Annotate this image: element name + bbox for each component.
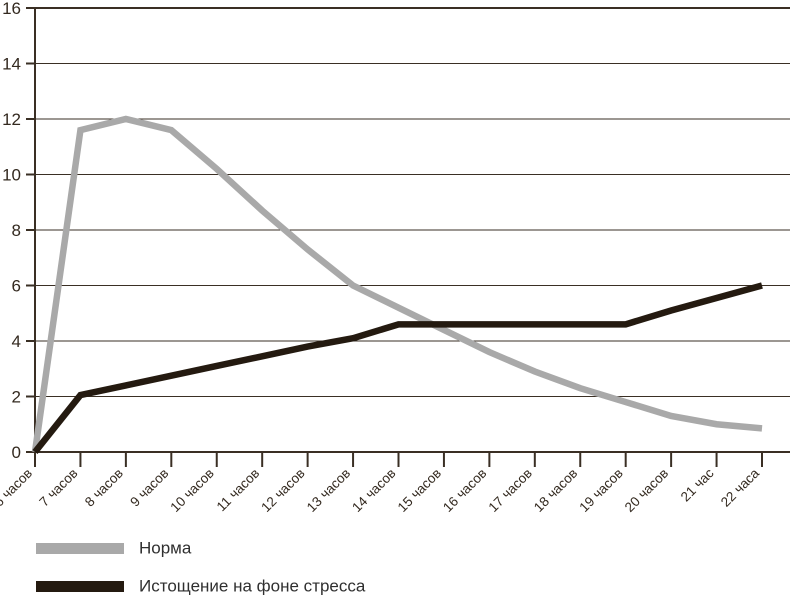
x-tick-label: 11 часов (214, 466, 263, 515)
x-tick-label: 14 часов (349, 466, 398, 515)
legend-label: Истощение на фоне стресса (139, 577, 366, 596)
y-tick-label: 10 (2, 166, 21, 185)
x-tick-label: 10 часов (167, 466, 216, 515)
series-line-2 (32, 282, 763, 455)
x-tick-label: 13 часов (304, 466, 353, 515)
x-tick-label: 8 часов (82, 466, 126, 510)
y-tick-labels: 0 2 4 6 8 10 12 14 16 (2, 0, 21, 462)
series-line-1 (31, 115, 763, 453)
y-tick-label: 14 (2, 55, 21, 74)
x-tick-label: 20 часов (622, 466, 671, 515)
x-tick-label: 19 часов (576, 466, 625, 515)
x-tick-label: 21 час (678, 465, 717, 504)
x-tick-label: 22 часа (718, 465, 763, 510)
y-tick-marks (26, 7, 35, 453)
x-tick-label: 17 часов (486, 466, 535, 515)
y-tick-label: 8 (12, 221, 21, 240)
chart-legend: Норма Истощение на фоне стресса (36, 539, 366, 596)
legend-swatch (36, 581, 124, 592)
x-tick-marks (34, 452, 763, 467)
x-tick-label: 7 часов (36, 466, 80, 510)
x-tick-label: 6 часов (0, 466, 35, 510)
legend-swatch (36, 543, 124, 554)
y-tick-label: 12 (2, 110, 21, 129)
legend-label: Норма (139, 539, 192, 558)
y-tick-label: 4 (12, 332, 21, 351)
data-series-group (31, 115, 763, 455)
x-tick-label: 18 часов (531, 466, 580, 515)
x-tick-label: 9 часов (127, 466, 171, 510)
y-tick-label: 16 (2, 0, 21, 18)
y-tick-label: 6 (12, 277, 21, 296)
y-tick-label: 0 (12, 443, 21, 462)
x-tick-label: 16 часов (440, 466, 489, 515)
x-tick-label: 15 часов (395, 466, 444, 515)
gridlines (35, 7, 790, 453)
y-tick-label: 2 (12, 388, 21, 407)
x-tick-label: 12 часов (258, 466, 307, 515)
